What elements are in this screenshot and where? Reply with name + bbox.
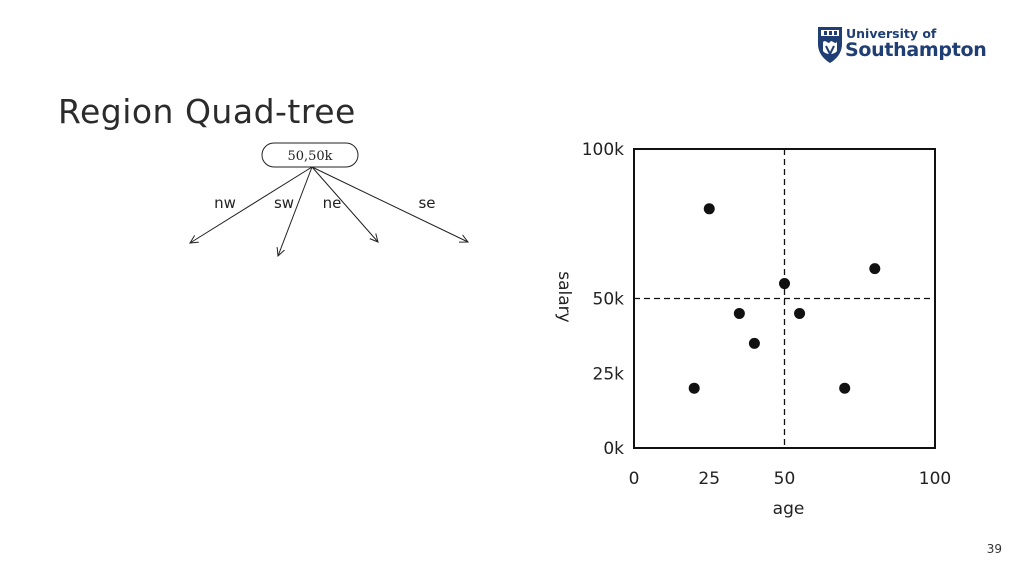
x-tick-label: 25 xyxy=(698,469,720,489)
points-layer xyxy=(688,203,881,394)
slide-title: Region Quad-tree xyxy=(58,92,356,131)
root-node xyxy=(261,142,359,168)
branch-label-ne: ne xyxy=(323,194,342,212)
y-axis-label: salary xyxy=(554,271,574,322)
logo-text-top: University of xyxy=(846,26,937,41)
shield-crest-icon xyxy=(818,27,842,63)
university-logo: University of Southampton xyxy=(816,24,992,66)
quadtree-diagram: 50,50k nw sw ne se xyxy=(0,142,520,300)
data-point xyxy=(703,203,715,215)
y-tick-label: 25k xyxy=(593,364,625,384)
data-point xyxy=(794,307,806,319)
x-axis-label: age xyxy=(773,499,805,519)
x-tick-label: 0 xyxy=(629,469,640,489)
branch-label-se: se xyxy=(418,194,435,212)
edge-nw xyxy=(190,166,313,243)
page-number: 39 xyxy=(986,542,1002,556)
data-point xyxy=(869,263,881,275)
edge-se xyxy=(311,166,468,242)
y-tick-label: 0k xyxy=(603,439,624,459)
y-tick-label: 100k xyxy=(582,140,624,160)
branch-label-sw: sw xyxy=(274,194,294,212)
data-point xyxy=(839,382,851,394)
x-tick-labels: 0 25 50 100 xyxy=(629,469,952,489)
edge-sw xyxy=(278,166,313,256)
x-tick-label: 100 xyxy=(919,469,951,489)
data-point xyxy=(688,382,700,394)
logo-text-bottom: Southampton xyxy=(845,39,987,61)
data-point xyxy=(733,307,745,319)
x-tick-label: 50 xyxy=(774,469,796,489)
branch-label-nw: nw xyxy=(214,194,236,212)
root-node-label: 50,50k xyxy=(287,149,332,164)
data-point xyxy=(748,337,760,349)
y-tick-labels: 0k 25k 50k 100k xyxy=(582,140,624,459)
y-tick-label: 50k xyxy=(593,290,625,310)
data-point xyxy=(779,278,790,290)
edge-ne xyxy=(311,166,378,242)
